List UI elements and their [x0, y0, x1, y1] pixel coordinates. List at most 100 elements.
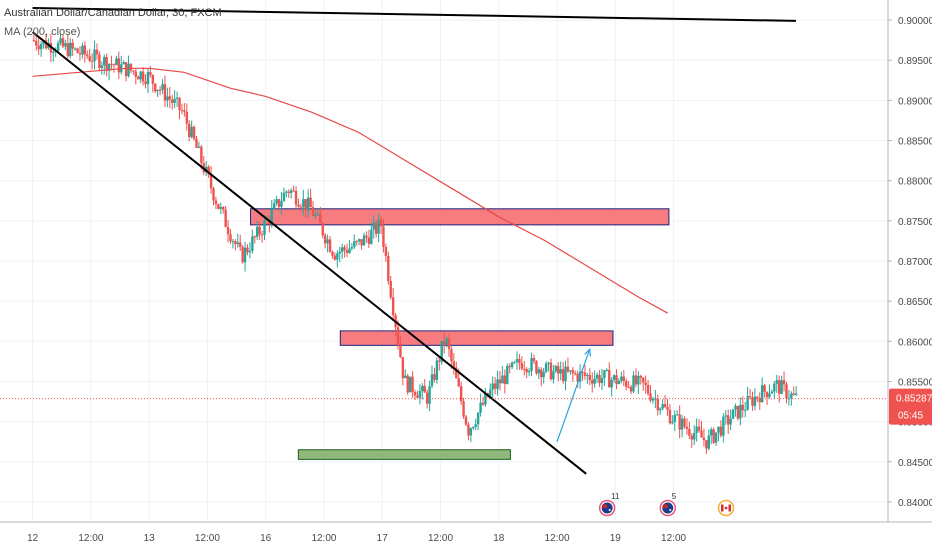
candle-body [535, 361, 538, 374]
candle-body [751, 397, 754, 406]
candle-body [639, 375, 642, 378]
price-tick-label: 0.87500 [898, 217, 932, 228]
trendlines[interactable] [32, 7, 796, 475]
candle-body [588, 374, 592, 381]
candle-body [117, 58, 121, 73]
resistance-zone[interactable] [250, 208, 670, 226]
candle-body [612, 375, 616, 380]
time-tick-label: 12:00 [195, 533, 220, 544]
candle-body [668, 409, 672, 424]
candle-body [610, 379, 613, 388]
time-tick-label: 19 [610, 533, 622, 544]
resistance-zone[interactable] [339, 330, 614, 346]
time-tick-label: 12:00 [428, 533, 453, 544]
candle-body [469, 428, 473, 436]
candle-body [561, 369, 565, 382]
australia-flag-event-icon[interactable]: 5 [659, 492, 677, 517]
last-price-tag: 0.85287 05:45 [0, 388, 932, 425]
candle-body [214, 200, 218, 205]
trendline[interactable] [32, 7, 796, 22]
maple-leaf-icon [724, 506, 728, 510]
candle-body [615, 375, 618, 384]
candle-body [151, 74, 155, 84]
candle-body [234, 241, 237, 245]
candle-body [161, 84, 164, 90]
candle-body [372, 222, 375, 230]
candle-body [510, 362, 514, 368]
candle-body [297, 204, 300, 207]
candle-body [654, 398, 657, 400]
trendline[interactable] [32, 31, 587, 475]
candle-body [144, 81, 147, 85]
time-axis[interactable]: 12 12:00 13 12:00 16 12:00 17 12:00 18 12:00 19 12:… [0, 521, 932, 550]
candle-body [166, 96, 169, 101]
candle-body [173, 98, 176, 103]
candle-body [343, 247, 346, 251]
candle-body [576, 373, 579, 382]
candle-body [491, 383, 494, 390]
candle-body [659, 408, 662, 411]
candle-body [598, 374, 601, 383]
candle-body [129, 63, 133, 71]
candle-body [226, 227, 230, 235]
candle-body [637, 375, 640, 385]
candle-body [442, 341, 446, 344]
candle-body [122, 62, 125, 65]
projection-arrow[interactable] [556, 349, 591, 442]
candle-body [467, 424, 470, 436]
candle-body [314, 214, 317, 216]
candle-body [360, 239, 363, 246]
candle-body [440, 341, 443, 362]
candle-body [56, 43, 60, 52]
candle-body [688, 428, 691, 436]
candle-body [260, 234, 264, 236]
time-tick-label: 12:00 [311, 533, 336, 544]
candle-body [423, 385, 426, 393]
candle-body [306, 197, 310, 211]
price-tick-label: 0.84500 [898, 458, 932, 469]
candle-body [583, 372, 587, 376]
candle-body [141, 71, 145, 82]
candle-body [700, 430, 703, 438]
candle-body [705, 440, 708, 449]
candle-body [603, 370, 606, 378]
australia-flag-event-icon[interactable]: 11 [598, 492, 620, 517]
candle-body [270, 209, 273, 224]
moving-average [32, 67, 668, 314]
zones[interactable] [250, 208, 670, 460]
candles [32, 33, 798, 455]
candle-body [775, 380, 778, 384]
candle-body [224, 209, 227, 228]
candle-body [498, 379, 502, 384]
candle-body [600, 377, 604, 383]
support-zone[interactable] [297, 449, 511, 460]
candle-body [564, 366, 567, 382]
candle-body [644, 382, 647, 385]
candle-body [311, 207, 315, 216]
price-axis[interactable]: 0.90000 0.89500 0.89000 0.88500 0.88000 0.875… [887, 0, 932, 522]
candle-body [489, 389, 492, 397]
candle-body [532, 357, 536, 362]
candle-body [649, 393, 652, 401]
candle-body [59, 38, 62, 44]
candle-body [430, 374, 434, 387]
candle-body [195, 138, 198, 148]
candle-body [527, 370, 531, 373]
candle-body [790, 393, 793, 399]
candle-body [476, 412, 480, 425]
candle-body [591, 380, 594, 384]
candle-body [377, 219, 380, 234]
candle-body [253, 236, 256, 238]
candle-body [212, 188, 215, 201]
candle-body [695, 426, 698, 434]
canada-flag-event-icon[interactable] [717, 499, 735, 517]
candle-body [39, 43, 43, 50]
candle-body [484, 393, 487, 405]
candle-body [792, 393, 795, 395]
candle-body [632, 375, 635, 392]
candle-body [146, 72, 150, 85]
candle-body [44, 40, 48, 49]
economic-events[interactable]: 11 5 [598, 492, 735, 517]
candle-body [566, 366, 570, 372]
